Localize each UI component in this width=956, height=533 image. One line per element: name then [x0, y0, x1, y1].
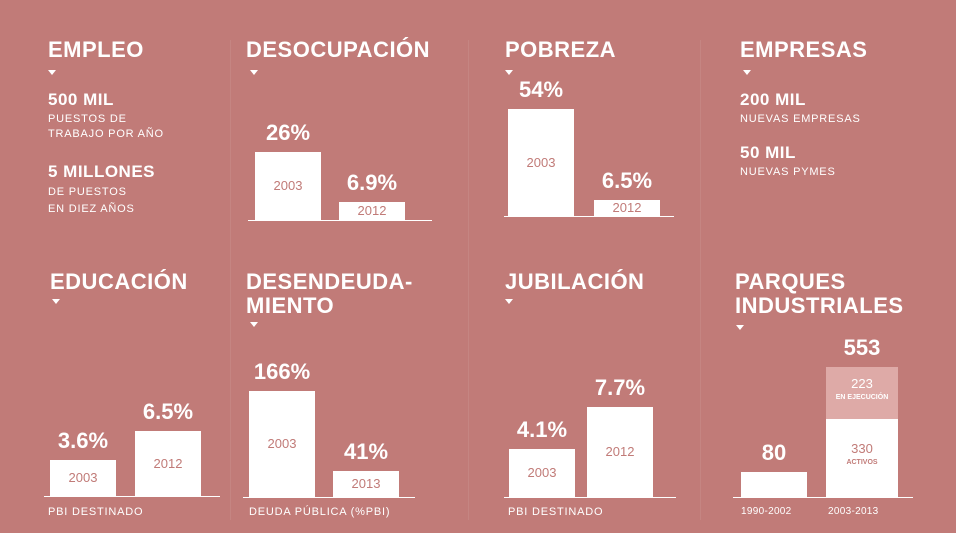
- empleo-desc-2b: EN DIEZ AÑOS: [48, 203, 135, 215]
- parques-value-1990-2002: 80: [761, 440, 787, 465]
- jubilacion-bar-label-2003: 2003: [527, 465, 557, 480]
- desendeudamiento-value-2003: 166%: [253, 359, 311, 384]
- desendeudamiento-title-line2: MIENTO: [246, 293, 335, 318]
- jubilacion-baseline: [504, 497, 676, 498]
- educacion-baseline: [44, 496, 220, 497]
- column-divider: [230, 40, 231, 520]
- parques-en-ejecucion-value: 223: [851, 376, 873, 391]
- pobreza-bar-label-2003: 2003: [526, 155, 556, 170]
- jubilacion-value-2003: 4.1%: [516, 417, 568, 442]
- pobreza-title: POBREZA: [505, 37, 617, 62]
- educacion-title: EDUCACIÓN: [50, 269, 188, 294]
- desendeudamiento-bar-2003: 2003: [249, 391, 315, 497]
- parques-activos-value: 330: [851, 441, 873, 456]
- desocupacion-value-2012: 6.9%: [346, 170, 398, 195]
- parques-bar-en-ejecucion: 223 EN EJECUCIÓN: [826, 367, 898, 419]
- empresas-title: EMPRESAS: [740, 37, 868, 62]
- educacion-bar-label-2012: 2012: [153, 456, 183, 471]
- pobreza-bar-label-2012: 2012: [612, 200, 642, 215]
- desocupacion-bar-label-2003: 2003: [273, 178, 303, 193]
- jubilacion-xlabel: PBI DESTINADO: [508, 506, 604, 518]
- parques-title-line2: INDUSTRIALES: [735, 293, 904, 318]
- jubilacion-bar-label-2012: 2012: [605, 444, 635, 459]
- jubilacion-bar-2012: 2012: [587, 407, 653, 497]
- column-divider: [700, 40, 701, 520]
- desocupacion-bar-2012: 2012: [339, 202, 405, 220]
- jubilacion-bar-2003: 2003: [509, 449, 575, 497]
- parques-bar-1990-2002: [741, 472, 807, 497]
- pobreza-value-2003: 54%: [518, 77, 564, 102]
- empleo-desc-2a: DE PUESTOS: [48, 186, 127, 198]
- chevron-down-icon: [250, 70, 258, 75]
- jubilacion-title: JUBILACIÓN: [505, 269, 645, 294]
- desendeudamiento-xlabel: DEUDA PÚBLICA (%PBI): [249, 506, 391, 518]
- educacion-bar-2012: 2012: [135, 431, 201, 496]
- empleo-value-1: 500 MIL: [48, 90, 114, 109]
- desocupacion-value-2003: 26%: [265, 120, 311, 145]
- parques-activos-label: ACTIVOS: [846, 459, 878, 466]
- empleo-value-2: 5 MILLONES: [48, 162, 156, 181]
- empleo-title: EMPLEO: [48, 37, 144, 62]
- chevron-down-icon: [505, 70, 513, 75]
- parques-bar-activos: 330 ACTIVOS: [826, 419, 898, 497]
- educacion-value-2003: 3.6%: [57, 428, 109, 453]
- desocupacion-baseline: [248, 220, 432, 221]
- educacion-bar-label-2003: 2003: [68, 470, 98, 485]
- pobreza-bar-2012: 2012: [594, 200, 660, 216]
- educacion-bar-2003: 2003: [50, 460, 116, 496]
- desendeudamiento-title-line1: DESENDEUDA-: [246, 269, 413, 294]
- empresas-desc-1: NUEVAS EMPRESAS: [740, 113, 861, 125]
- empresas-desc-2: NUEVAS PYMES: [740, 166, 836, 178]
- chevron-down-icon: [250, 322, 258, 327]
- desocupacion-bar-label-2012: 2012: [357, 203, 387, 218]
- chevron-down-icon: [48, 70, 56, 75]
- chevron-down-icon: [52, 299, 60, 304]
- desendeudamiento-bar-2013: 2013: [333, 471, 399, 497]
- column-divider: [468, 40, 469, 520]
- empresas-value-1: 200 MIL: [740, 90, 806, 109]
- parques-xlabel-1990-2002: 1990-2002: [741, 506, 792, 517]
- parques-value-2003-2013: 553: [843, 335, 881, 360]
- parques-baseline: [733, 497, 913, 498]
- educacion-value-2012: 6.5%: [142, 399, 194, 424]
- pobreza-baseline: [504, 216, 674, 217]
- desendeudamiento-bar-label-2013: 2013: [351, 476, 381, 491]
- empleo-desc-1a: PUESTOS DE: [48, 113, 127, 125]
- jubilacion-value-2012: 7.7%: [594, 375, 646, 400]
- chevron-down-icon: [505, 299, 513, 304]
- desendeudamiento-value-2013: 41%: [343, 439, 389, 464]
- parques-xlabel-2003-2013: 2003-2013: [828, 506, 879, 517]
- pobreza-value-2012: 6.5%: [601, 168, 653, 193]
- empleo-desc-1b: TRABAJO POR AÑO: [48, 128, 164, 140]
- pobreza-bar-2003: 2003: [508, 109, 574, 216]
- desocupacion-title: DESOCUPACIÓN: [246, 37, 431, 62]
- desendeudamiento-bar-label-2003: 2003: [267, 436, 297, 451]
- desendeudamiento-baseline: [243, 497, 415, 498]
- chevron-down-icon: [743, 70, 751, 75]
- empresas-value-2: 50 MIL: [740, 143, 796, 162]
- parques-en-ejecucion-label: EN EJECUCIÓN: [835, 394, 889, 401]
- parques-title-line1: PARQUES: [735, 269, 846, 294]
- desocupacion-bar-2003: 2003: [255, 152, 321, 220]
- chevron-down-icon: [736, 325, 744, 330]
- educacion-xlabel: PBI DESTINADO: [48, 506, 144, 518]
